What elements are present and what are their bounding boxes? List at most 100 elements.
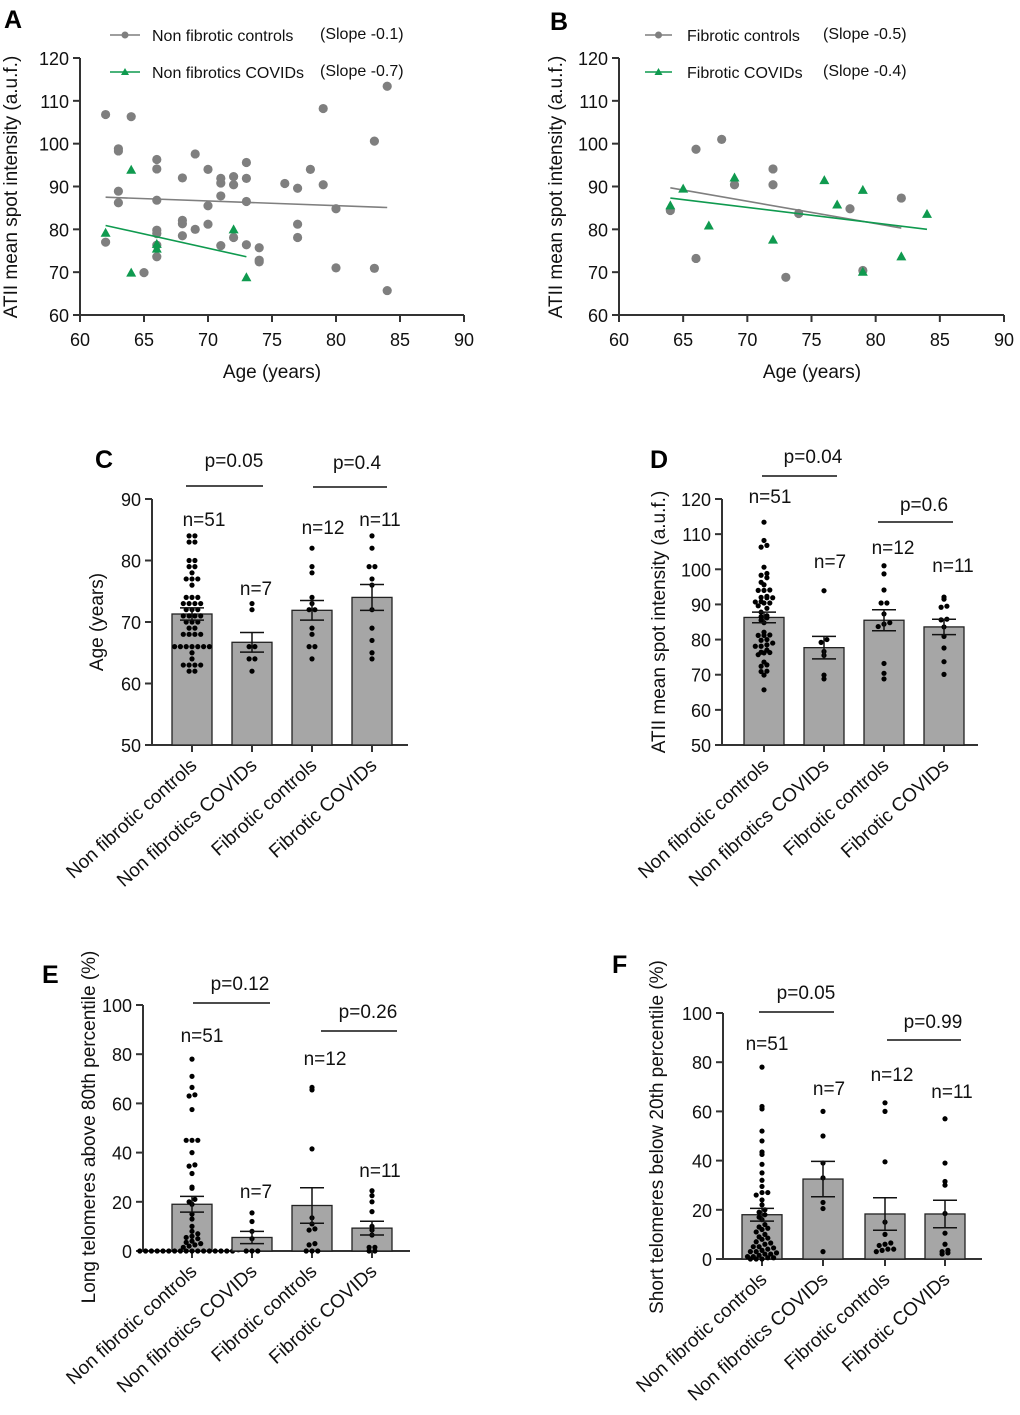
data-point (369, 545, 375, 551)
data-point (183, 1137, 189, 1143)
data-point (192, 564, 198, 570)
data-point (252, 644, 258, 650)
data-point (126, 164, 137, 174)
data-point (881, 563, 887, 569)
data-point (189, 594, 195, 601)
data-point (306, 1242, 312, 1248)
data-point (759, 1128, 765, 1134)
y-tick-label: 0 (702, 1250, 712, 1270)
panel-letter: D (650, 446, 668, 474)
data-point (939, 1251, 945, 1257)
data-point (764, 636, 770, 643)
data-point (183, 1248, 189, 1254)
x-tick-label: 60 (609, 330, 629, 350)
data-point (703, 220, 714, 230)
data-point (758, 663, 764, 669)
data-point (759, 1106, 765, 1112)
data-point (882, 1100, 888, 1106)
data-point (369, 656, 375, 662)
data-point (764, 542, 770, 548)
data-point (759, 1064, 765, 1070)
n-label: n=12 (304, 1049, 347, 1070)
scatter-panel-B: B (550, 8, 1005, 322)
data-point (752, 599, 758, 605)
data-point (189, 1185, 195, 1191)
data-point (369, 1188, 375, 1194)
y-tick-label: 50 (121, 736, 141, 756)
data-point (382, 285, 392, 296)
bar (863, 619, 905, 746)
data-point (186, 557, 192, 564)
y-tick-label: 110 (579, 92, 608, 112)
data-point (189, 1228, 195, 1234)
data-point (186, 1093, 192, 1099)
data-point (180, 662, 186, 668)
data-point (372, 1248, 378, 1254)
data-point (228, 224, 239, 234)
data-point (781, 272, 791, 282)
data-point (759, 1247, 765, 1253)
n-label: n=51 (746, 1034, 789, 1055)
data-point (243, 1248, 249, 1254)
data-point (113, 186, 123, 196)
data-point (186, 564, 192, 570)
data-point (369, 1193, 375, 1199)
data-point (180, 613, 186, 619)
data-point (729, 172, 740, 182)
data-point (249, 1248, 255, 1254)
data-point (189, 1223, 195, 1229)
data-point (309, 1146, 315, 1152)
data-point (126, 267, 137, 277)
data-point (761, 650, 767, 656)
data-point (183, 644, 189, 650)
y-tick-label: 90 (49, 178, 69, 198)
y-tick-label: 20 (692, 1201, 712, 1221)
data-point (186, 1163, 192, 1169)
data-point (755, 603, 761, 609)
data-point (201, 1248, 207, 1254)
panel-letter: F (612, 951, 627, 979)
data-point (318, 180, 328, 190)
data-point (942, 1182, 948, 1188)
y-tick-label: 80 (691, 631, 711, 651)
data-point (192, 668, 198, 674)
data-point (195, 594, 201, 601)
data-point (942, 1160, 948, 1166)
y-tick-label: 0 (122, 1242, 132, 1262)
data-point (944, 603, 950, 609)
data-point (717, 134, 727, 144)
x-axis-label: Age (years) (763, 362, 861, 383)
data-point (372, 1244, 378, 1250)
data-point (152, 164, 162, 174)
x-tick-label: 80 (866, 330, 886, 350)
data-point (246, 644, 252, 650)
regression-line (105, 196, 388, 209)
data-point (820, 1199, 826, 1206)
y-tick-label: 70 (588, 263, 608, 283)
data-point (192, 1162, 198, 1168)
data-point (942, 1178, 948, 1185)
data-point (761, 582, 767, 588)
y-tick-label: 60 (691, 701, 711, 721)
p-value-label: p=0.99 (904, 1012, 963, 1033)
legend-label: Fibrotic controls (687, 28, 800, 45)
data-point (177, 231, 187, 241)
data-point (212, 1248, 218, 1254)
data-point (768, 1240, 774, 1246)
y-tick-label: 90 (121, 490, 141, 510)
data-point (189, 656, 195, 662)
data-point (198, 600, 204, 607)
data-point (764, 662, 770, 668)
data-point (303, 1248, 309, 1254)
data-point (879, 1247, 885, 1253)
data-point (186, 1243, 192, 1249)
data-point (309, 1087, 315, 1093)
data-point (767, 600, 773, 606)
data-point (254, 243, 264, 253)
data-point (195, 1248, 201, 1254)
data-point (186, 533, 192, 539)
data-point (113, 146, 123, 156)
data-point (309, 656, 315, 662)
data-point (312, 1226, 318, 1232)
data-point (875, 623, 881, 630)
